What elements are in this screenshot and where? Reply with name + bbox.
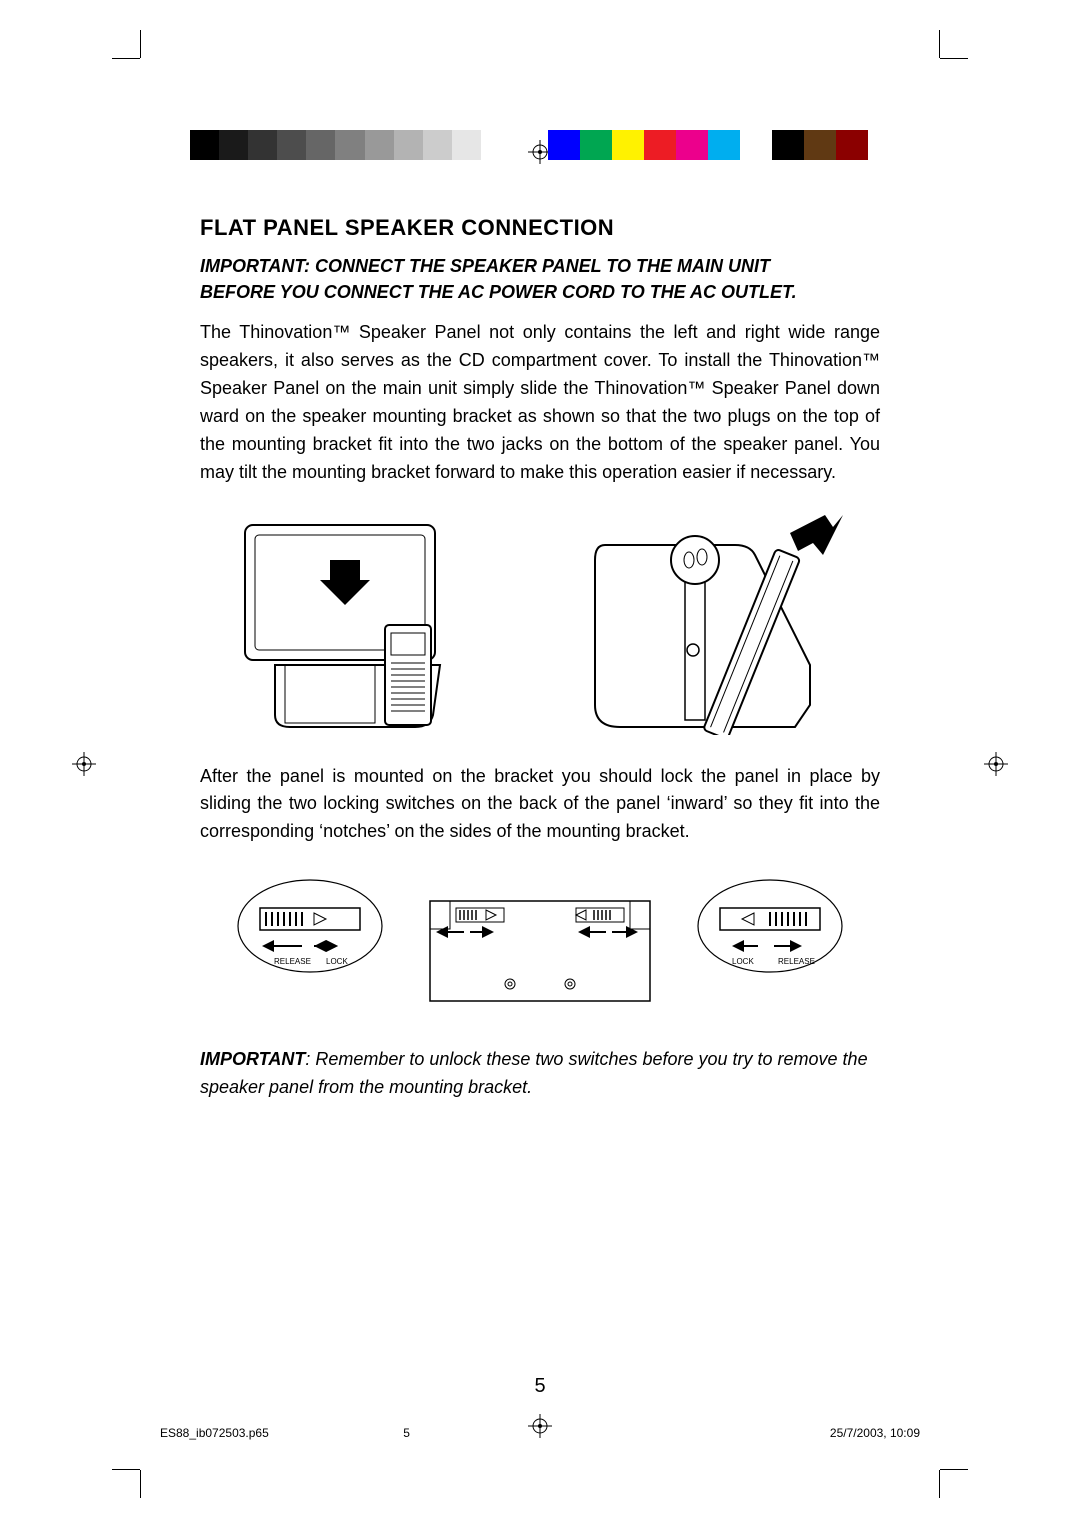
page-content: FLAT PANEL SPEAKER CONNECTION IMPORTANT:…	[200, 215, 880, 1102]
swatch	[772, 130, 804, 160]
crop-mark	[940, 1469, 968, 1470]
swatch	[836, 130, 868, 160]
crop-mark	[940, 58, 968, 59]
swatch	[365, 130, 394, 160]
crop-mark	[140, 30, 141, 58]
swatch	[644, 130, 676, 160]
crop-mark	[112, 58, 140, 59]
registration-mark-icon	[72, 752, 96, 776]
swatch	[548, 130, 580, 160]
swatch	[580, 130, 612, 160]
installation-diagrams	[200, 505, 880, 735]
important-line: BEFORE YOU CONNECT THE AC POWER CORD TO …	[200, 282, 797, 302]
crop-mark	[939, 30, 940, 58]
lock-label: LOCK	[326, 957, 348, 966]
release-label: RELEASE	[778, 957, 815, 966]
lock-switch-diagram: RELEASE LOCK	[200, 866, 880, 1016]
diagram-front-view	[200, 505, 530, 735]
swatch	[676, 130, 708, 160]
swatch	[394, 130, 423, 160]
registration-mark-icon	[984, 752, 1008, 776]
swatch	[190, 130, 219, 160]
release-label: RELEASE	[274, 957, 311, 966]
swatch	[423, 130, 452, 160]
swatch	[708, 130, 740, 160]
important-notice: IMPORTANT: CONNECT THE SPEAKER PANEL TO …	[200, 253, 880, 305]
swatch	[612, 130, 644, 160]
swatch	[452, 130, 481, 160]
swatch	[219, 130, 248, 160]
swatch	[481, 130, 510, 160]
swatch	[306, 130, 335, 160]
page-number: 5	[534, 1375, 545, 1398]
grayscale-color-bar	[190, 130, 510, 160]
swatch	[740, 130, 772, 160]
swatch	[248, 130, 277, 160]
swatch	[804, 130, 836, 160]
crop-mark	[939, 1470, 940, 1498]
section-heading: FLAT PANEL SPEAKER CONNECTION	[200, 215, 880, 241]
important-line: IMPORTANT: CONNECT THE SPEAKER PANEL TO …	[200, 256, 770, 276]
diagram-side-view	[550, 505, 880, 735]
print-footer: ES88_ib072503.p65 5 25/7/2003, 10:09	[160, 1426, 920, 1440]
process-color-bar	[548, 130, 868, 160]
note-lead: IMPORTANT	[200, 1049, 305, 1069]
paragraph: The Thinovation™ Speaker Panel not only …	[200, 319, 880, 486]
important-reminder: IMPORTANT: Remember to unlock these two …	[200, 1046, 880, 1102]
swatch	[335, 130, 364, 160]
footer-page: 5	[403, 1426, 410, 1440]
footer-filename: ES88_ib072503.p65	[160, 1426, 269, 1440]
crop-mark	[140, 1470, 141, 1498]
swatch	[277, 130, 306, 160]
crop-mark	[112, 1469, 140, 1470]
footer-timestamp: 25/7/2003, 10:09	[830, 1426, 920, 1440]
lock-label: LOCK	[732, 957, 754, 966]
paragraph: After the panel is mounted on the bracke…	[200, 763, 880, 847]
